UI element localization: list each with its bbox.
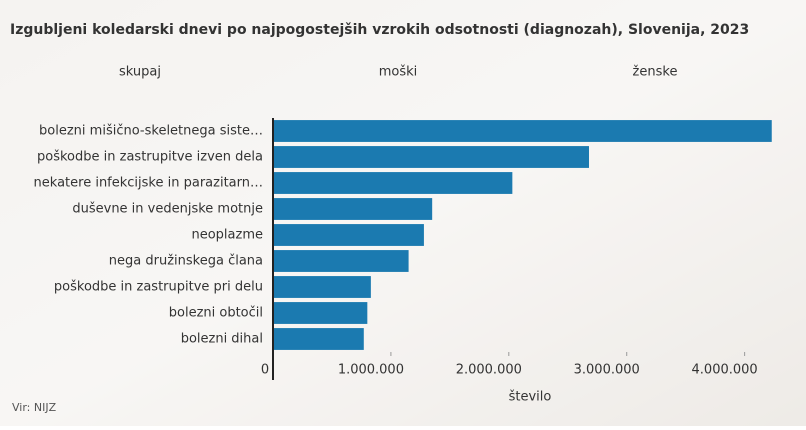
y-tick-label: poškodbe in zastrupitve izven dela (37, 150, 263, 165)
bar (273, 172, 513, 194)
y-tick-label: poškodbe in zastrupitve pri delu (54, 280, 263, 295)
y-tick-label: nekatere infekcijske in parazitarn… (34, 176, 263, 191)
bar (273, 328, 364, 350)
y-tick-label: nega družinskega člana (109, 254, 263, 269)
x-tick-label: 4.000.000 (692, 363, 758, 378)
tab[interactable]: skupaj (119, 65, 161, 80)
bar (273, 198, 433, 220)
bar (273, 120, 772, 142)
y-tick-label: bolezni mišično-skeletnega siste… (39, 124, 263, 139)
x-tick-label: 3.000.000 (574, 363, 640, 378)
x-tick-label: 1.000.000 (338, 363, 404, 378)
tab[interactable]: ženske (633, 65, 678, 80)
x-tick-label: 2.000.000 (456, 363, 522, 378)
bar (273, 250, 409, 272)
bar (273, 146, 589, 168)
y-tick-label: bolezni dihal (181, 332, 263, 347)
chart-title: Izgubljeni koledarski dnevi po najpogost… (10, 22, 749, 38)
bar (273, 224, 424, 246)
bar (273, 276, 371, 298)
y-tick-label: bolezni obtočil (169, 306, 263, 321)
y-tick-label: neoplazme (191, 228, 263, 243)
bar (273, 302, 368, 324)
x-tick-label: 0 (261, 363, 269, 378)
x-axis-label: število (509, 390, 552, 405)
y-tick-label: duševne in vedenjske motnje (72, 202, 263, 217)
source: Vir: NIJZ (12, 401, 57, 414)
tab[interactable]: moški (379, 65, 418, 80)
